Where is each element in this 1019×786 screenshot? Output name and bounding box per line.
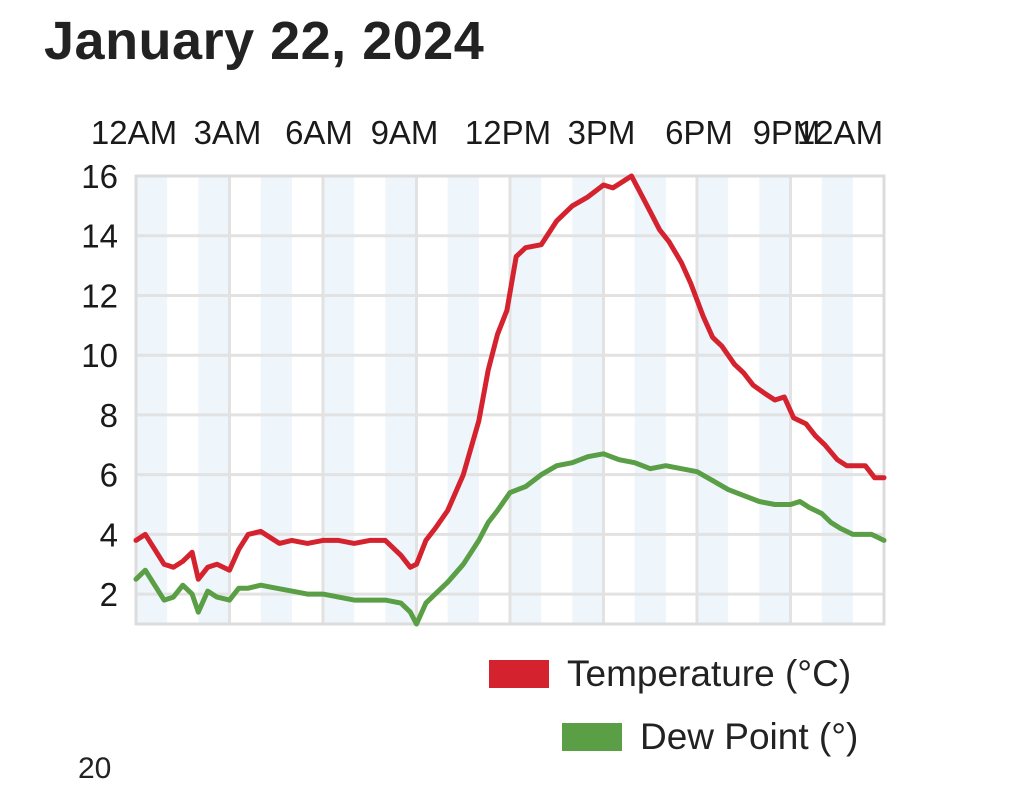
- series-lines: [133, 173, 887, 627]
- y-tick-label: 14: [81, 218, 118, 255]
- y-tick-label: 10: [81, 337, 118, 374]
- next-chart-value-partial: 20: [78, 752, 112, 785]
- time-band: [634, 176, 666, 624]
- time-band: [260, 176, 292, 624]
- x-tick-label: 6PM: [665, 114, 733, 151]
- time-band: [385, 176, 417, 624]
- time-band: [447, 176, 479, 624]
- x-tick-label: 6AM: [285, 114, 353, 151]
- plot-border: [134, 174, 886, 626]
- y-tick-label: 2: [100, 576, 118, 613]
- y-tick-label: 16: [81, 158, 118, 195]
- x-tick-label: 3PM: [568, 114, 636, 151]
- time-band: [136, 176, 168, 624]
- y-axis-tick-labels: 2 4 6 8 10 12 14 16: [81, 158, 118, 613]
- legend-item-dew-point: Dew Point (°): [562, 716, 858, 758]
- x-tick-label: 12AM: [91, 114, 177, 151]
- time-bands: [136, 176, 853, 624]
- temperature-swatch: [489, 660, 549, 688]
- x-tick-label: 9PM: [753, 114, 821, 151]
- legend-label-dew-point: Dew Point (°): [640, 716, 859, 757]
- y-tick-label: 8: [100, 397, 118, 434]
- y-tick-label: 12: [81, 277, 118, 314]
- chart-title: January 22, 2024: [44, 11, 485, 71]
- legend-label-temperature: Temperature (°C): [567, 653, 852, 694]
- y-tick-label: 4: [100, 516, 118, 553]
- x-tick-label: 12PM: [465, 114, 551, 151]
- dew-point-line: [133, 451, 887, 627]
- temperature-line: [133, 173, 887, 582]
- time-band: [323, 176, 355, 624]
- time-band: [198, 176, 230, 624]
- time-band: [821, 176, 853, 624]
- legend-item-temperature: Temperature (°C): [489, 653, 851, 695]
- x-tick-label: 3AM: [194, 114, 262, 151]
- time-band: [697, 176, 729, 624]
- x-tick-label: 12AM: [797, 114, 883, 151]
- x-tick-label: 9AM: [371, 114, 439, 151]
- y-tick-label: 6: [100, 457, 118, 494]
- dew-point-swatch: [562, 723, 622, 751]
- time-band: [572, 176, 604, 624]
